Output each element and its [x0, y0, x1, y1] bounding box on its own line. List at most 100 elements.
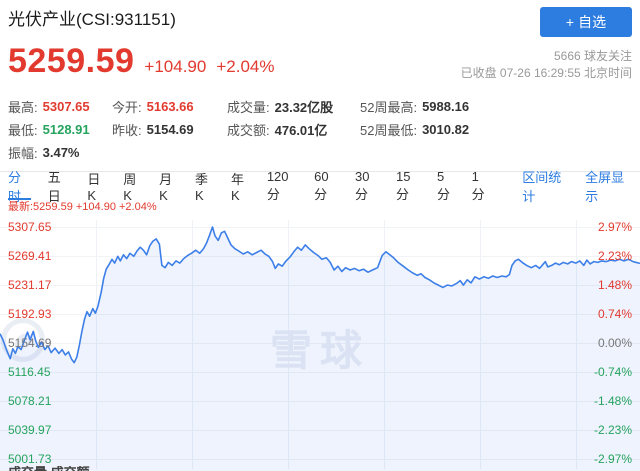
- y-axis-percent-label: -2.97%: [593, 452, 632, 466]
- price-change: +104.90: [144, 57, 207, 76]
- gridline-v: [192, 220, 193, 469]
- y-axis-percent-label: -1.48%: [593, 394, 632, 408]
- gridline-v: [96, 220, 97, 469]
- quote-header: 光伏产业(CSI:931151) + 自选 5259.59 +104.90 +2…: [0, 0, 640, 81]
- gridline-h: [0, 430, 640, 431]
- stat-label: 成交额:: [227, 123, 270, 138]
- stat-label: 最低:: [8, 123, 38, 138]
- stat-column-0: 最高: 5307.65 最低: 5128.91 振幅: 3.47%: [8, 95, 112, 164]
- tab-30分[interactable]: 30分: [355, 169, 370, 202]
- add-watchlist-button[interactable]: + 自选: [540, 7, 632, 37]
- tab-15分[interactable]: 15分: [396, 169, 411, 202]
- y-axis-price-label: 5001.73: [8, 452, 52, 466]
- gridline-h: [0, 285, 640, 286]
- stat-value: 5128.91: [42, 122, 90, 137]
- tab-月K[interactable]: 月K: [159, 172, 173, 203]
- gridline-v: [480, 220, 481, 469]
- price-change-percent: +2.04%: [216, 57, 275, 76]
- stat-value: 5154.69: [146, 122, 194, 137]
- stat-row: 成交额: 476.01亿: [227, 118, 360, 141]
- stat-row: 昨收: 5154.69: [112, 118, 227, 141]
- gridline-h: [0, 343, 640, 344]
- gridline-h: [0, 314, 640, 315]
- y-axis-percent-label: -2.23%: [593, 423, 632, 437]
- stat-column-2: 成交量: 23.32亿股 成交额: 476.01亿: [227, 95, 360, 164]
- stat-label: 成交量:: [227, 100, 270, 115]
- latest-quote-label: 最新:5259.59 +104.90 +2.04%: [8, 201, 157, 213]
- stat-value: 23.32亿股: [274, 100, 334, 115]
- y-axis-percent-label: 0.74%: [597, 307, 632, 321]
- stat-row: 成交量: 23.32亿股: [227, 95, 360, 118]
- y-axis-price-label: 5039.97: [8, 423, 52, 437]
- y-axis-price-label: 5154.69: [8, 336, 52, 350]
- watermark-text: 雪球: [269, 327, 370, 374]
- tab-季K[interactable]: 季K: [195, 172, 209, 203]
- stat-column-3: 52周最高: 5988.16 52周最低: 3010.82: [360, 95, 640, 164]
- y-axis-price-label: 5192.93: [8, 307, 52, 321]
- price-line: [0, 226, 640, 364]
- price-area-fill: [0, 227, 640, 471]
- gridline-h: [0, 372, 640, 373]
- plus-icon: +: [565, 14, 575, 30]
- stat-label: 52周最低:: [360, 123, 418, 138]
- gridline-h: [0, 459, 640, 460]
- tab-120分[interactable]: 120分: [266, 169, 289, 202]
- add-watchlist-label: 自选: [578, 14, 607, 30]
- stat-row: 52周最低: 3010.82: [360, 118, 640, 141]
- gridline-h: [0, 401, 640, 402]
- y-axis-price-label: 5116.45: [8, 365, 51, 379]
- gridline-h: [0, 227, 640, 228]
- stat-row: 今开: 5163.66: [112, 95, 227, 118]
- y-axis-percent-label: 1.48%: [597, 278, 632, 292]
- stat-row: 52周最高: 5988.16: [360, 95, 640, 118]
- gridline-v: [288, 220, 289, 469]
- y-axis-price-label: 5269.41: [8, 249, 52, 263]
- intraday-chart[interactable]: 雪球 成交量 成交额 5307.65 2.97% 5269.41 2.23% 5231.…: [0, 212, 640, 471]
- y-axis-price-label: 5231.17: [8, 278, 52, 292]
- tab-1分[interactable]: 1分: [471, 169, 485, 202]
- tab-五日[interactable]: 五日: [47, 170, 61, 204]
- stat-value: 476.01亿: [274, 123, 328, 138]
- gridline-v: [384, 220, 385, 469]
- chart-tools: 区间统计 全屏显示: [506, 170, 632, 204]
- stat-row: 最低: 5128.91: [8, 118, 112, 141]
- quote-meta: 5666 球友关注 已收盘 07-26 16:29:55 北京时间: [461, 48, 632, 82]
- y-axis-percent-label: 0.00%: [597, 336, 632, 350]
- y-axis-percent-label: 2.23%: [597, 249, 632, 263]
- stat-value: 3010.82: [422, 122, 470, 137]
- tab-5分[interactable]: 5分: [436, 169, 450, 202]
- tab-日K[interactable]: 日K: [87, 172, 101, 203]
- stat-column-1: 今开: 5163.66 昨收: 5154.69: [112, 95, 227, 164]
- tab-周K[interactable]: 周K: [123, 172, 137, 203]
- stat-value: 5988.16: [422, 99, 470, 114]
- stat-label: 今开:: [112, 100, 142, 115]
- followers-count: 5666 球友关注: [553, 49, 632, 63]
- current-price: 5259.59: [8, 42, 135, 80]
- y-axis-percent-label: 2.97%: [597, 220, 632, 234]
- stat-value: 5163.66: [146, 99, 194, 114]
- clipped-subchart-labels: 成交量 成交额: [8, 466, 90, 471]
- chart-period-tabbar: 分时 五日 日K 周K 月K 季K 年K 120分 60分 30分 15分 5分 1分 区间统计 全屏显示: [0, 169, 640, 204]
- stat-row: 最高: 5307.65: [8, 95, 112, 118]
- gridline-v: [576, 220, 577, 469]
- link-区间统计[interactable]: 区间统计: [522, 170, 562, 204]
- stat-value: 5307.65: [42, 99, 90, 114]
- tab-分时[interactable]: 分时: [8, 170, 31, 204]
- tab-年K[interactable]: 年K: [230, 172, 244, 203]
- stat-row: 振幅: 3.47%: [8, 141, 112, 164]
- y-axis-percent-label: -0.74%: [593, 365, 632, 379]
- market-status: 已收盘 07-26 16:29:55 北京时间: [460, 66, 632, 80]
- period-tabs: 分时 五日 日K 周K 月K 季K 年K 120分 60分 30分 15分 5分 1分: [8, 169, 506, 204]
- page-title: 光伏产业(CSI:931151): [8, 10, 176, 29]
- stat-label: 52周最高:: [360, 100, 418, 115]
- link-全屏显示[interactable]: 全屏显示: [585, 170, 625, 204]
- stat-label: 昨收:: [112, 123, 142, 138]
- price-line-svg: [0, 226, 640, 471]
- y-axis-price-label: 5078.21: [8, 394, 52, 408]
- y-axis-price-label: 5307.65: [8, 220, 52, 234]
- tab-60分[interactable]: 60分: [314, 169, 329, 202]
- price-row: 5259.59 +104.90 +2.04%: [8, 42, 632, 81]
- stat-label: 最高:: [8, 100, 38, 115]
- stat-value: 3.47%: [42, 145, 80, 160]
